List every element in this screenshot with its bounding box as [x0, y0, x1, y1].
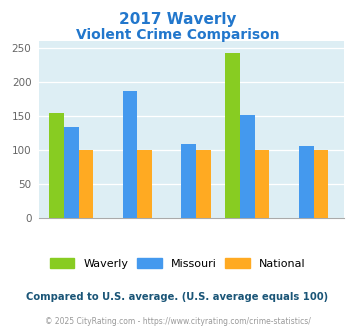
Bar: [299, 146, 313, 218]
Bar: [225, 53, 240, 218]
Bar: [64, 127, 79, 218]
Text: Compared to U.S. average. (U.S. average equals 100): Compared to U.S. average. (U.S. average …: [26, 292, 329, 302]
Bar: [123, 91, 137, 218]
Bar: [49, 113, 64, 218]
Legend: Waverly, Missouri, National: Waverly, Missouri, National: [45, 254, 310, 273]
Text: © 2025 CityRating.com - https://www.cityrating.com/crime-statistics/: © 2025 CityRating.com - https://www.city…: [45, 317, 310, 326]
Bar: [313, 150, 328, 218]
Bar: [79, 150, 93, 218]
Bar: [181, 145, 196, 218]
Bar: [240, 115, 255, 218]
Bar: [137, 150, 152, 218]
Text: Violent Crime Comparison: Violent Crime Comparison: [76, 28, 279, 42]
Text: 2017 Waverly: 2017 Waverly: [119, 12, 236, 26]
Bar: [196, 150, 211, 218]
Bar: [255, 150, 269, 218]
